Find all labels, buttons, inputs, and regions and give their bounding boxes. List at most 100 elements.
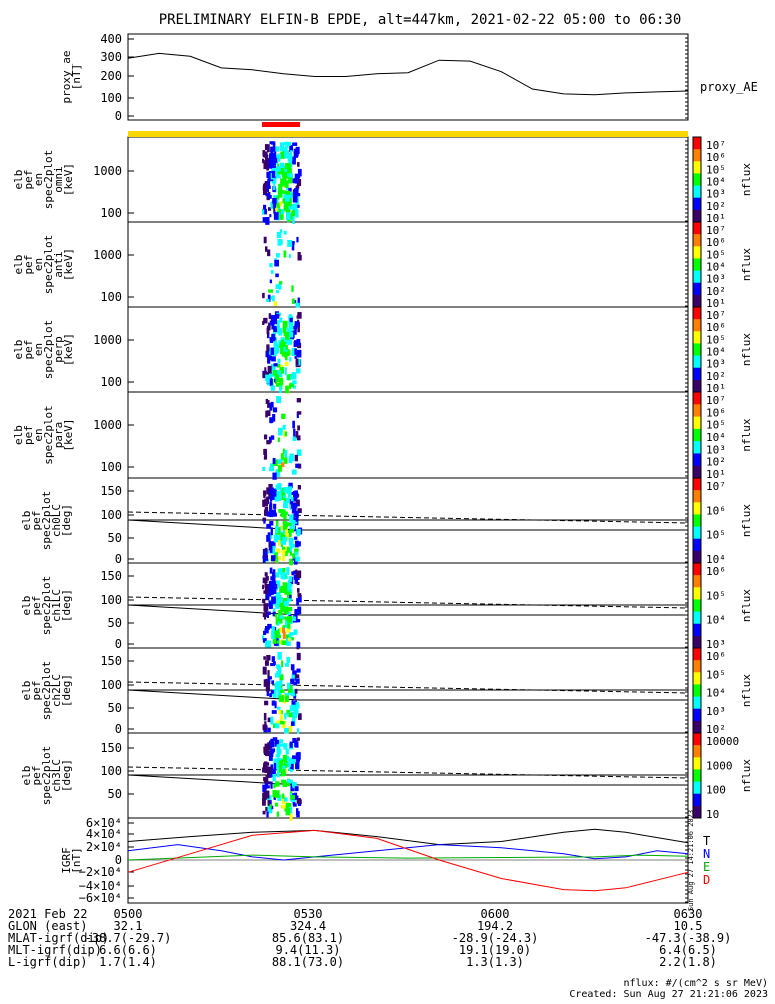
spectrogram-pixel (295, 193, 301, 197)
footer-row-label: L-igrf(dip) (8, 955, 87, 969)
spectrogram-pixel (266, 171, 271, 179)
spectrogram-pixel (262, 208, 267, 215)
spectrogram-pixel (291, 347, 297, 353)
spectrogram-pixel (271, 165, 276, 172)
spectrogram-pixel (268, 174, 273, 181)
spectrogram-pixel (271, 587, 277, 594)
spectrogram-pixel (270, 296, 273, 300)
spectrogram-pixel (296, 528, 301, 535)
spectrogram-pixel (262, 724, 268, 731)
panel-4-colorbar-tick: 10¹ (706, 468, 726, 481)
spectrogram-pixel (292, 196, 298, 203)
spectrogram-pixel (279, 615, 284, 619)
spectrogram-pixel (269, 372, 274, 377)
spectrogram-pixel (262, 598, 266, 604)
spectrogram-pixel (283, 500, 286, 508)
spectrogram-pixel (278, 208, 281, 213)
spectrogram-pixel (275, 273, 279, 278)
spectrogram-pixel (293, 682, 297, 686)
footer-value: 19.1(19.0) (459, 943, 531, 957)
spectrogram-pixel (265, 192, 270, 197)
spectrogram-pixel (291, 469, 297, 475)
panel-8-colorbar-frame (692, 732, 702, 819)
spectrogram-pixel (279, 367, 285, 374)
spectrogram-pixel (275, 526, 279, 533)
spectrogram-pixel (271, 176, 277, 184)
spectrogram-pixel (275, 617, 278, 625)
spectrogram-pixel (296, 541, 301, 547)
spectrogram-pixel (297, 297, 300, 306)
spectrogram-pixel (266, 523, 272, 529)
spectrogram-pixel (266, 781, 271, 785)
spectrogram-pixel (281, 720, 286, 729)
spectrogram-pixel (275, 205, 279, 211)
spectrogram-pixel (269, 693, 272, 698)
panel-1-colorbar-tick: 10² (706, 200, 726, 213)
panel-8-tick-label: 50 (108, 787, 122, 801)
spectrogram-pixel (273, 206, 276, 214)
panel-5-ylabel-line: ch0LC (50, 504, 63, 537)
igrf-e-line (127, 854, 689, 861)
spectrogram-pixel (277, 232, 282, 239)
spectrogram-pixel (265, 576, 269, 581)
spectrogram-pixel (263, 746, 267, 753)
spectrogram-pixel (293, 702, 298, 706)
spectrogram-pixel (266, 325, 270, 334)
panel-3-colorbar-tick: 10⁶ (706, 321, 726, 334)
spectrogram-pixel (284, 356, 288, 361)
spectrogram-pixel (280, 585, 285, 593)
spectrogram-pixel (278, 492, 281, 501)
spectrogram-pixel (267, 727, 271, 733)
spectrogram-pixel (277, 535, 281, 541)
spectrogram-pixel (296, 668, 301, 673)
spectrogram-pixel (273, 503, 277, 509)
spectrogram-pixel (292, 385, 297, 389)
panel-4-tick-label: 100 (100, 460, 122, 474)
spectrogram-pixel (289, 382, 295, 388)
spectrogram-pixel (267, 589, 272, 597)
spectrogram-pixel (268, 580, 274, 589)
spectrogram-pixel (267, 742, 273, 749)
spectrogram-pixel (282, 769, 286, 774)
spectrogram-pixel (287, 239, 293, 247)
spectrogram-pixel (262, 209, 265, 215)
spectrogram-pixel (262, 517, 266, 522)
spectrogram-pixel (283, 174, 287, 182)
panel-7-tick-label: 100 (100, 678, 122, 692)
spectrogram-pixel (286, 586, 291, 592)
spectrogram-pixel (286, 163, 291, 170)
spectrogram-pixel (282, 522, 288, 530)
panel-2-ylabel-line: elb (12, 255, 25, 275)
spectrogram-pixel (268, 436, 272, 443)
spectrogram-pixel (283, 230, 287, 235)
spectrogram-pixel (274, 602, 280, 606)
spectrogram-pixel (283, 147, 287, 151)
spectrogram-pixel (277, 207, 281, 211)
spectrogram-pixel (294, 340, 297, 347)
panel-1-tick-label: 1000 (93, 164, 122, 178)
spectrogram-pixel (295, 756, 300, 762)
spectrogram-pixel (289, 705, 295, 712)
spectrogram-pixel (289, 741, 293, 748)
spectrogram-pixel (282, 555, 285, 562)
spectrogram-pixel (296, 652, 301, 661)
spectrogram-pixel (277, 666, 282, 674)
panel-8-colorbar-segment (693, 745, 701, 758)
spectrogram-pixel (287, 154, 293, 162)
spectrogram-pixel (295, 678, 300, 684)
spectrogram-pixel (275, 196, 280, 200)
spectrogram-pixel (270, 690, 274, 694)
spectrogram-pixel (292, 803, 297, 807)
spectrogram-pixel (291, 211, 294, 215)
spectrogram-pixel (274, 496, 279, 502)
panel-9-ylabel-line: [nT] (70, 847, 83, 874)
spectrogram-pixel (290, 757, 296, 764)
spectrogram-pixel (279, 209, 285, 215)
spectrogram-pixel (282, 572, 286, 580)
panel-3-colorbar-segment (693, 367, 701, 381)
spectrogram-pixel (295, 619, 301, 623)
spectrogram-pixel (270, 527, 273, 536)
spectrogram-pixel (279, 684, 283, 689)
spectrogram-pixel (294, 795, 299, 800)
spectrogram-pixel (276, 750, 280, 758)
